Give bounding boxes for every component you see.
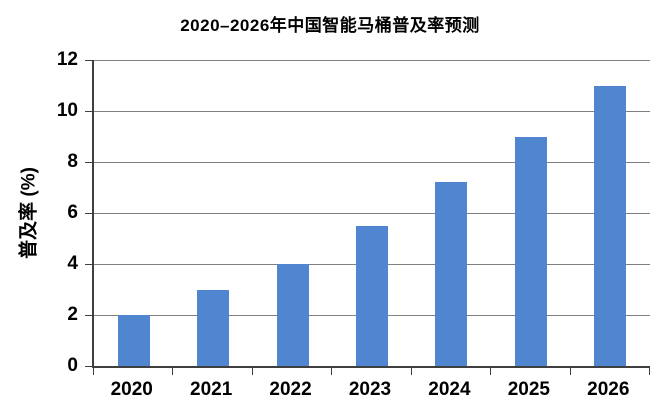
gridline bbox=[94, 162, 650, 164]
y-axis-tick bbox=[85, 111, 92, 112]
plot-area bbox=[85, 60, 650, 375]
bar bbox=[514, 136, 547, 366]
x-tick-label: 2023 bbox=[348, 379, 392, 400]
x-tick-label: 2024 bbox=[428, 379, 471, 400]
y-tick-label: 4 bbox=[67, 253, 78, 275]
y-axis-tick bbox=[85, 213, 92, 214]
y-tick-label: 12 bbox=[56, 49, 78, 70]
x-axis-tick bbox=[331, 368, 333, 375]
y-tick-label: 6 bbox=[67, 202, 78, 223]
chart-title: 2020–2026年中国智能马桶普及率预测 bbox=[180, 16, 480, 35]
x-tick-label: 2021 bbox=[190, 379, 233, 400]
x-axis-tick bbox=[490, 368, 492, 375]
x-tick-label: 2026 bbox=[587, 379, 630, 400]
y-axis-tick bbox=[85, 315, 92, 317]
y-tick-label: 2 bbox=[67, 304, 78, 326]
bar bbox=[435, 182, 468, 366]
y-axis-tick bbox=[85, 366, 92, 367]
x-tick-label: 2020 bbox=[110, 379, 153, 400]
y-axis-tick bbox=[85, 264, 92, 266]
x-axis-tick bbox=[649, 368, 650, 375]
gridline bbox=[94, 213, 650, 214]
x-tick-label: 2025 bbox=[507, 379, 550, 400]
bar bbox=[197, 289, 230, 366]
y-tick-label: 10 bbox=[56, 100, 78, 121]
bar bbox=[117, 315, 150, 366]
gridline bbox=[94, 111, 650, 112]
bar bbox=[594, 85, 627, 366]
y-axis-tick bbox=[85, 60, 92, 61]
y-axis-tick bbox=[85, 162, 92, 164]
x-tick-label: 2022 bbox=[269, 379, 312, 400]
bar bbox=[276, 264, 309, 366]
x-axis-tick-labels: 2020 2021 2022 2023 2024 2025 2026 bbox=[92, 378, 648, 404]
bar bbox=[356, 225, 388, 366]
y-axis-tick-labels: 0 2 4 6 8 10 12 bbox=[0, 50, 78, 376]
x-axis-tick bbox=[569, 368, 571, 375]
x-axis-tick bbox=[93, 368, 94, 375]
y-tick-label: 8 bbox=[67, 151, 78, 173]
x-axis-tick bbox=[172, 368, 174, 375]
y-tick-label: 0 bbox=[67, 355, 78, 376]
x-axis-tick bbox=[251, 368, 253, 375]
gridline bbox=[94, 60, 650, 61]
x-axis-tick bbox=[410, 368, 412, 375]
